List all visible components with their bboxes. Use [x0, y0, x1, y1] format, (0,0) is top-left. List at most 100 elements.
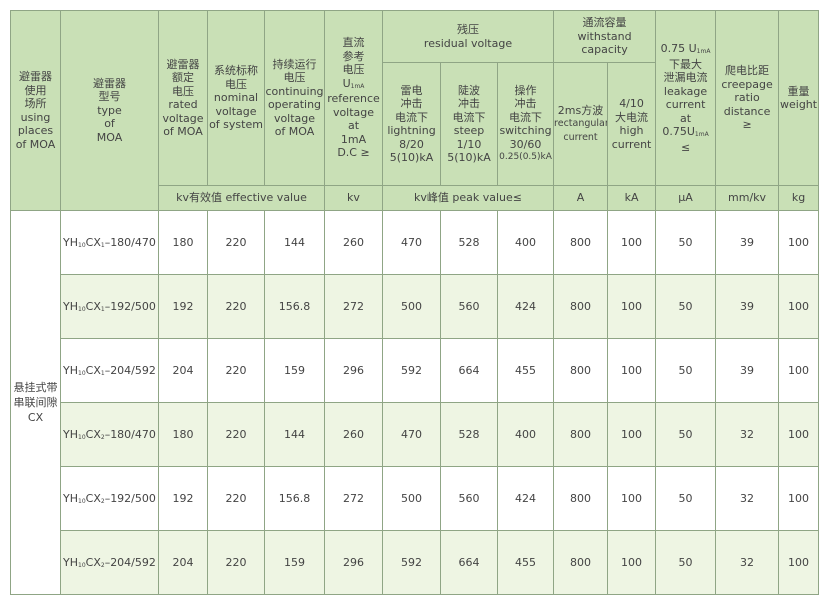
text: CX — [85, 556, 101, 569]
text-line: of MOA — [274, 125, 315, 138]
value-cell: 39 — [715, 210, 780, 275]
text-line: D.C ≥ — [337, 146, 370, 160]
value-cell: 455 — [496, 530, 555, 595]
value-cell: 156.8 — [264, 274, 325, 339]
text-line: 0.75 U1mA — [657, 42, 715, 58]
header-cell: 避雷器 型号 type of MOA — [60, 10, 159, 211]
header-cell: 操作 冲击 电流下 switching 30/60 0.25(0.5)kA — [496, 62, 555, 186]
text-line: current — [563, 131, 598, 143]
text-line: 避雷器 — [19, 70, 52, 83]
table-row: YH10CX2–192/500 192 220 156.8 272 500 560 424 80… — [11, 466, 820, 531]
text-line: 系统标称 — [214, 64, 258, 78]
group-cell: 悬挂式带 串联间隙 CX — [10, 210, 61, 595]
value-cell: 664 — [440, 338, 498, 403]
text-line: switching — [499, 124, 552, 137]
text: CX — [85, 364, 101, 377]
text-line: high — [619, 124, 644, 137]
unit-cell: kg — [778, 185, 820, 211]
subscript: 1 — [100, 370, 105, 377]
value-cell: 144 — [264, 402, 325, 467]
table-row: YH10CX1–192/500 192 220 156.8 272 500 560 424 80… — [11, 274, 820, 339]
text-line: type — [97, 103, 122, 117]
subscript: 10 — [78, 370, 86, 377]
text-line: 直流 — [342, 36, 365, 50]
spec-table: 避雷器 使用 场所 using places of MOA 避雷器 型号 type of MOA … — [10, 10, 820, 595]
text-line: U1mA — [326, 76, 382, 93]
value-cell: 470 — [382, 402, 441, 467]
text-line: operating — [267, 98, 322, 111]
text: CX — [85, 492, 101, 505]
text-line: 冲击 — [400, 97, 423, 110]
text-line: 8/20 — [399, 137, 424, 151]
text-line: 冲击 — [458, 97, 480, 110]
text-line: current — [665, 98, 706, 111]
text-line: of MOA — [163, 125, 203, 138]
text-line: 悬挂式带 — [13, 381, 58, 394]
value-cell: 220 — [207, 402, 265, 467]
header-cell: 雷电 冲击 电流下 lightning 8/20 5(10)kA — [382, 62, 441, 186]
table-row: 悬挂式带 串联间隙 CX YH10CX1–180/470 180 220 144 260 470… — [10, 210, 820, 595]
header-cell: 0.75 U1mA 下最大 泄漏电流 leakage current at 0.75U1mA… — [655, 10, 717, 186]
text-line: 2ms方波 — [557, 103, 604, 117]
text-line: 1mA — [340, 132, 367, 146]
text: YH — [63, 364, 78, 377]
value-cell: 220 — [207, 530, 265, 595]
header-cell: 直流 参考 电压 U1mA reference voltage at 1mA D.C ≥ — [324, 10, 383, 186]
text: –192/500 — [104, 492, 156, 505]
value-cell: 50 — [655, 274, 717, 339]
text-line: 电流下 — [509, 110, 543, 124]
text-line: at — [347, 119, 360, 133]
text: YH — [63, 492, 78, 505]
text-line: nominal — [213, 91, 259, 105]
value-cell: 470 — [382, 210, 441, 275]
value-cell: 159 — [264, 530, 325, 595]
subscript: 10 — [78, 434, 86, 441]
text-line: creepage — [721, 77, 773, 91]
text: –180/470 — [104, 428, 156, 441]
text-line: 4/10 — [619, 97, 644, 110]
text-line: 通流容量 — [582, 16, 627, 30]
value-cell: 144 — [264, 210, 325, 275]
value-cell: 296 — [324, 530, 383, 595]
value-cell: 180 — [158, 210, 208, 275]
text: CX — [85, 428, 101, 441]
text-line: 参考 — [342, 49, 365, 63]
text: U — [342, 76, 351, 90]
value-cell: 260 — [324, 210, 383, 275]
header-cell: 爬电比距 creepage ratio distance ≥ — [715, 10, 780, 186]
value-cell: 100 — [778, 210, 820, 275]
value-cell: 39 — [715, 274, 780, 339]
value-cell: 50 — [655, 338, 717, 403]
value-cell: 32 — [715, 402, 780, 467]
value-cell: 500 — [382, 466, 441, 531]
value-cell: 424 — [496, 274, 555, 339]
table-body: 悬挂式带 串联间隙 CX YH10CX1–180/470 180 220 144 260 470… — [10, 210, 820, 595]
value-cell: 100 — [778, 338, 820, 403]
text: –204/592 — [104, 364, 156, 377]
text-line: weight — [780, 98, 818, 111]
text-line: continuing — [265, 84, 324, 98]
text-line: ≥ — [742, 118, 752, 132]
value-cell: 100 — [607, 530, 657, 595]
text-line: voltage — [215, 104, 257, 118]
value-cell: 220 — [207, 466, 265, 531]
text-line: rated — [168, 98, 198, 111]
header-cell: 重量 weight — [778, 10, 820, 186]
subscript: 10 — [78, 306, 86, 313]
text-line: 大电流 — [615, 110, 649, 124]
text: –204/592 — [104, 556, 156, 569]
unit-cell: kv有效值 effective value — [158, 185, 325, 211]
header-cell: 系统标称 电压 nominal voltage of system — [207, 10, 265, 186]
value-cell: 50 — [655, 530, 717, 595]
value-cell: 272 — [324, 466, 383, 531]
value-cell: 800 — [553, 338, 609, 403]
subscript: 10 — [78, 242, 86, 249]
value-cell: 100 — [607, 338, 657, 403]
value-cell: 560 — [440, 466, 498, 531]
header-cell: 避雷器 使用 场所 using places of MOA — [10, 10, 61, 211]
text-line: 30/60 — [509, 137, 542, 151]
value-cell: 800 — [553, 210, 609, 275]
subscript: 1mA — [350, 82, 365, 90]
value-cell: 32 — [715, 530, 780, 595]
